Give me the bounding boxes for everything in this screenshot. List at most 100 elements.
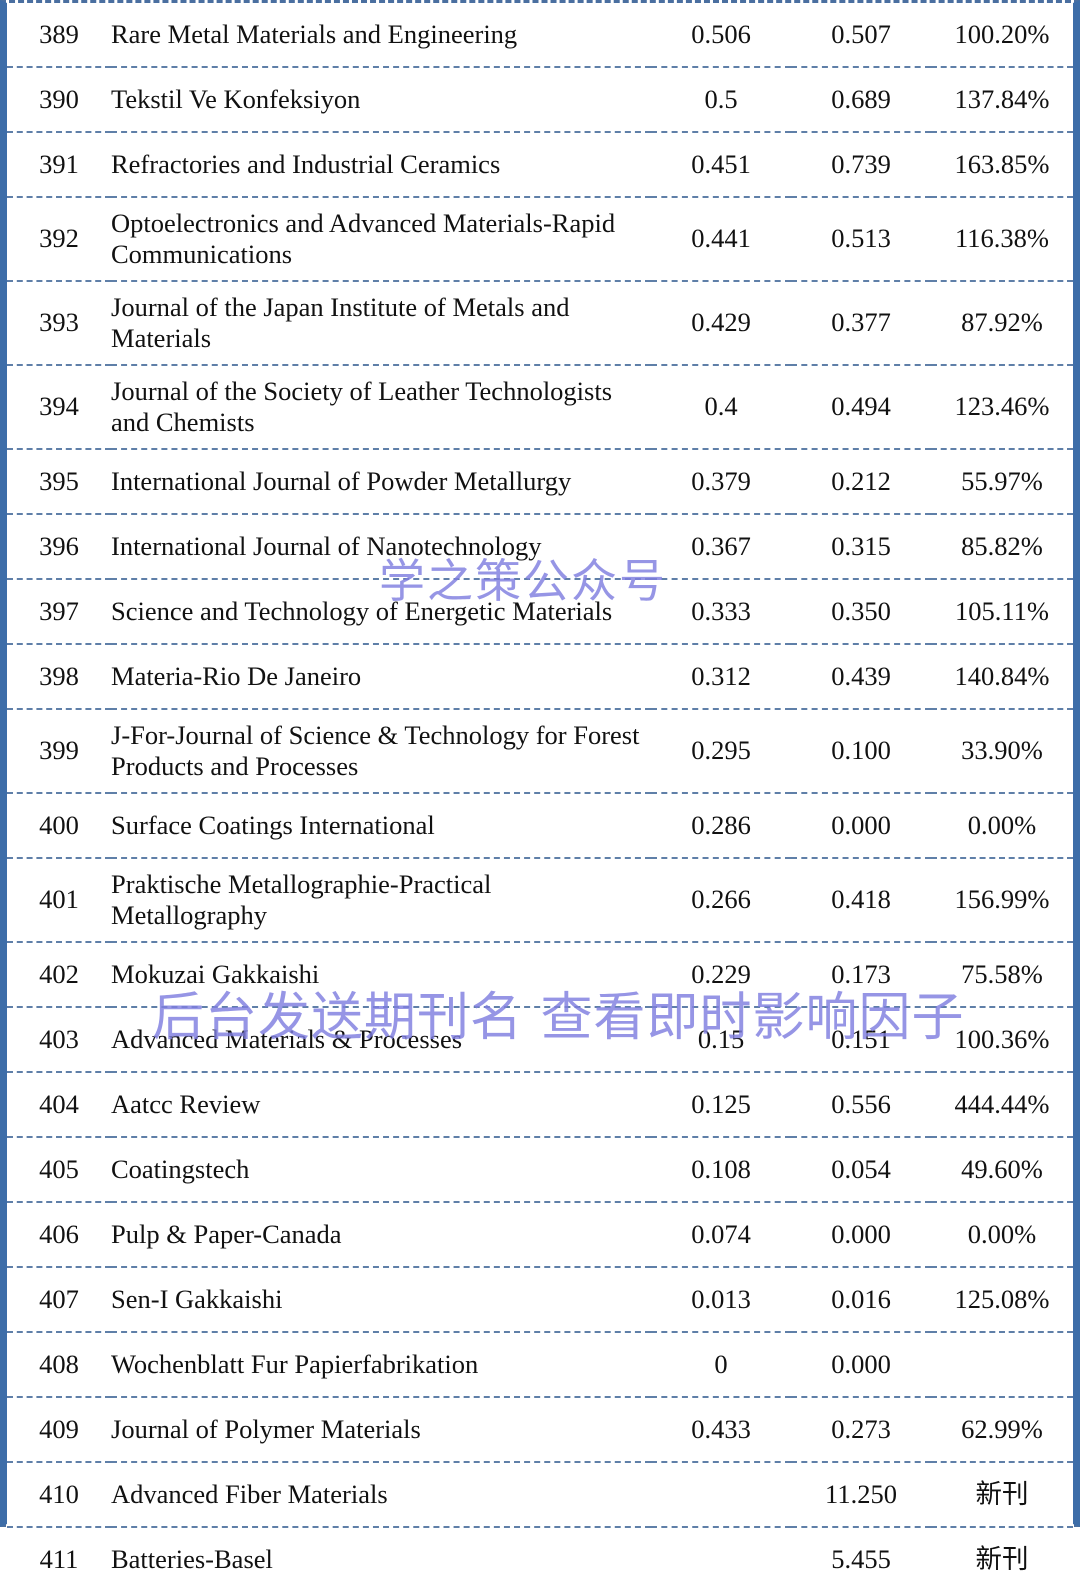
table-row[interactable]: 410 Advanced Fiber Materials 11.250 新刊 xyxy=(7,1462,1073,1527)
cell-rank: 409 xyxy=(39,1413,79,1444)
cell-impact-factor-new: 0.418 xyxy=(831,884,891,915)
table-row[interactable]: 392 Optoelectronics and Advanced Material… xyxy=(7,197,1073,281)
cell-impact-factor-prev: 0.333 xyxy=(691,595,751,626)
cell-journal-name: Sen-I Gakkaishi xyxy=(111,1283,283,1314)
cell-journal-name: Wochenblatt Fur Papierfabrikation xyxy=(111,1348,479,1379)
cell-impact-factor-new: 0.151 xyxy=(831,1023,891,1054)
cell-journal-name: Journal of Polymer Materials xyxy=(111,1413,421,1444)
cell-impact-factor-prev xyxy=(651,1462,791,1527)
cell-change-percent: 444.44% xyxy=(954,1088,1050,1119)
cell-change-percent: 116.38% xyxy=(955,223,1049,254)
journal-impact-factor-table: 389 Rare Metal Materials and Engineering 0… xyxy=(7,3,1073,1591)
table-row[interactable]: 400 Surface Coatings International 0.286 0.… xyxy=(7,793,1073,858)
table-row[interactable]: 398 Materia-Rio De Janeiro 0.312 0.439 140.8… xyxy=(7,644,1073,709)
cell-impact-factor-prev: 0.4 xyxy=(704,391,738,422)
cell-journal-name: Rare Metal Materials and Engineering xyxy=(111,18,518,49)
cell-change-percent: 0.00% xyxy=(967,1218,1037,1249)
cell-change-percent: 123.46% xyxy=(954,391,1050,422)
cell-impact-factor-prev: 0 xyxy=(714,1348,728,1379)
cell-impact-factor-prev: 0.379 xyxy=(691,465,751,496)
table-row[interactable]: 389 Rare Metal Materials and Engineering 0… xyxy=(7,3,1073,67)
cell-impact-factor-prev: 0.312 xyxy=(691,660,751,691)
cell-change-percent: 137.84% xyxy=(954,83,1050,114)
cell-impact-factor-new: 0.556 xyxy=(831,1088,891,1119)
cell-journal-name: International Journal of Nanotechnology xyxy=(111,530,542,561)
cell-impact-factor-prev: 0.108 xyxy=(691,1153,751,1184)
cell-impact-factor-new: 0.000 xyxy=(831,1218,891,1249)
table-row[interactable]: 391 Refractories and Industrial Ceramics 0… xyxy=(7,132,1073,197)
cell-impact-factor-prev: 0.5 xyxy=(704,83,738,114)
table-body: 389 Rare Metal Materials and Engineering 0… xyxy=(7,3,1073,1591)
cell-rank: 389 xyxy=(39,18,79,49)
cell-change-percent: 140.84% xyxy=(954,660,1050,691)
cell-rank: 398 xyxy=(39,660,79,691)
cell-change-percent: 新刊 xyxy=(975,1543,1029,1575)
cell-change-percent: 85.82% xyxy=(961,530,1043,561)
cell-impact-factor-new: 5.455 xyxy=(831,1543,891,1574)
cell-impact-factor-prev: 0.286 xyxy=(691,809,751,840)
cell-change-percent: 100.20% xyxy=(954,18,1050,49)
cell-change-percent: 163.85% xyxy=(954,148,1050,179)
table-row[interactable]: 401 Praktische Metallographie-Practical M… xyxy=(7,858,1073,942)
table-row[interactable]: 404 Aatcc Review 0.125 0.556 444.44% xyxy=(7,1072,1073,1137)
cell-rank: 396 xyxy=(39,530,79,561)
table-row[interactable]: 411 Batteries-Basel 5.455 新刊 xyxy=(7,1527,1073,1591)
cell-journal-name: Advanced Materials & Processes xyxy=(111,1023,463,1054)
table-row[interactable]: 402 Mokuzai Gakkaishi 0.229 0.173 75.58% xyxy=(7,942,1073,1007)
cell-change-percent: 105.11% xyxy=(955,595,1049,626)
table-row[interactable]: 403 Advanced Materials & Processes 0.15 0.1… xyxy=(7,1007,1073,1072)
cell-impact-factor-new: 0.273 xyxy=(831,1413,891,1444)
cell-impact-factor-new: 0.689 xyxy=(831,83,891,114)
table-row[interactable]: 405 Coatingstech 0.108 0.054 49.60% xyxy=(7,1137,1073,1202)
cell-journal-name: Batteries-Basel xyxy=(111,1543,273,1574)
cell-change-percent: 156.99% xyxy=(954,884,1050,915)
cell-rank: 406 xyxy=(39,1218,79,1249)
cell-journal-name: Refractories and Industrial Ceramics xyxy=(111,148,501,179)
cell-rank: 408 xyxy=(39,1348,79,1379)
cell-impact-factor-new: 11.250 xyxy=(825,1478,897,1509)
cell-journal-name: Mokuzai Gakkaishi xyxy=(111,958,320,989)
table-row[interactable]: 409 Journal of Polymer Materials 0.433 0.27… xyxy=(7,1397,1073,1462)
cell-rank: 401 xyxy=(39,884,79,915)
cell-change-percent: 新刊 xyxy=(975,1478,1029,1510)
cell-impact-factor-new: 0.350 xyxy=(831,595,891,626)
table-row[interactable]: 408 Wochenblatt Fur Papierfabrikation 0 0.0… xyxy=(7,1332,1073,1397)
cell-journal-name: J-For-Journal of Science & Technology fo… xyxy=(111,719,640,781)
cell-rank: 402 xyxy=(39,958,79,989)
cell-journal-name: Science and Technology of Energetic Mate… xyxy=(111,595,613,626)
cell-impact-factor-new: 0.507 xyxy=(831,18,891,49)
cell-impact-factor-prev: 0.013 xyxy=(691,1283,751,1314)
cell-impact-factor-new: 0.016 xyxy=(831,1283,891,1314)
table-row[interactable]: 395 International Journal of Powder Metal… xyxy=(7,449,1073,514)
cell-impact-factor-prev: 0.429 xyxy=(691,307,751,338)
table-row[interactable]: 394 Journal of the Society of Leather Tec… xyxy=(7,365,1073,449)
cell-impact-factor-new: 0.377 xyxy=(831,307,891,338)
cell-journal-name: Materia-Rio De Janeiro xyxy=(111,660,362,691)
cell-journal-name: Optoelectronics and Advanced Materials-R… xyxy=(111,207,616,269)
table-row[interactable]: 393 Journal of the Japan Institute of Met… xyxy=(7,281,1073,365)
table-row[interactable]: 396 International Journal of Nanotechnolo… xyxy=(7,514,1073,579)
cell-impact-factor-new: 0.494 xyxy=(831,391,891,422)
cell-impact-factor-prev: 0.441 xyxy=(691,223,751,254)
table-row[interactable]: 397 Science and Technology of Energetic M… xyxy=(7,579,1073,644)
table-row[interactable]: 390 Tekstil Ve Konfeksiyon 0.5 0.689 137.84% xyxy=(7,67,1073,132)
cell-journal-name: Advanced Fiber Materials xyxy=(111,1478,388,1509)
table-row[interactable]: 406 Pulp & Paper-Canada 0.074 0.000 0.00% xyxy=(7,1202,1073,1267)
cell-rank: 395 xyxy=(39,465,79,496)
cell-impact-factor-new: 0.000 xyxy=(831,1348,891,1379)
cell-rank: 405 xyxy=(39,1153,79,1184)
cell-impact-factor-new: 0.439 xyxy=(831,660,891,691)
table-row[interactable]: 407 Sen-I Gakkaishi 0.013 0.016 125.08% xyxy=(7,1267,1073,1332)
cell-journal-name: Surface Coatings International xyxy=(111,809,435,840)
cell-impact-factor-new: 0.054 xyxy=(831,1153,891,1184)
cell-change-percent xyxy=(931,1332,1073,1397)
cell-journal-name: Coatingstech xyxy=(111,1153,250,1184)
cell-impact-factor-prev: 0.433 xyxy=(691,1413,751,1444)
cell-impact-factor-new: 0.739 xyxy=(831,148,891,179)
cell-rank: 411 xyxy=(39,1543,79,1574)
cell-rank: 391 xyxy=(39,148,79,179)
cell-change-percent: 100.36% xyxy=(954,1023,1050,1054)
table-row[interactable]: 399 J-For-Journal of Science & Technology… xyxy=(7,709,1073,793)
cell-impact-factor-prev: 0.295 xyxy=(691,735,751,766)
cell-rank: 390 xyxy=(39,83,79,114)
